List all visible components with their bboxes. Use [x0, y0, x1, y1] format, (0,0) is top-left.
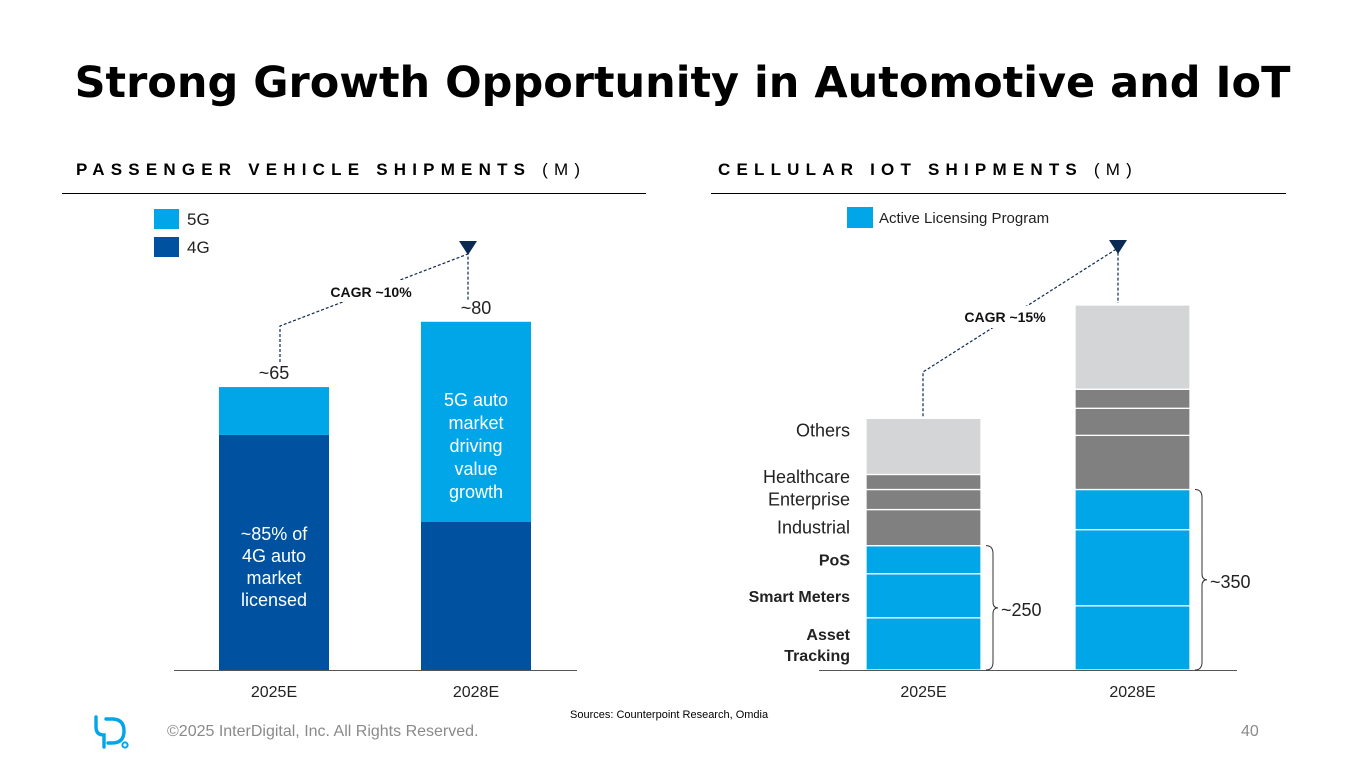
legend-swatch-licensing	[847, 207, 873, 228]
series-label-others: Others	[796, 420, 850, 440]
legend-label-4g: 4G	[187, 238, 210, 257]
iot-heading-rule	[711, 193, 1286, 194]
series-label-pos: PoS	[819, 553, 850, 570]
legend-swatch-4g	[154, 237, 179, 257]
cagr-label-bg	[318, 280, 424, 302]
x-tick-2025e: 2025E	[900, 684, 946, 701]
bar-note-2025e: ~85% of 4G auto market licensed	[241, 524, 309, 610]
footer-sources: Sources: Counterpoint Research, Omdia	[570, 709, 769, 721]
series-label-enterprise: Enterprise	[768, 490, 850, 510]
bar-smart-meters-2025e	[865, 573, 982, 619]
bar-healthcare-2028e	[1074, 388, 1191, 409]
bar-asset-tracking-2025e	[865, 617, 982, 671]
vehicle-heading-rule	[62, 193, 646, 194]
total-label-2028e: ~80	[461, 298, 492, 318]
footer-copyright: ©2025 InterDigital, Inc. All Rights Rese…	[167, 723, 479, 740]
bar-enterprise-2028e	[1074, 407, 1191, 437]
cagr-arrow-line-iot	[922, 246, 1119, 417]
bar-smart-meters-2028e	[1074, 528, 1191, 607]
legend-swatch-5g	[154, 209, 179, 229]
bar-healthcare-2025e	[865, 473, 982, 491]
vehicle-heading-unit: (M)	[542, 160, 587, 179]
bar-pos-2025e	[865, 545, 982, 575]
x-tick-2025e: 2025E	[251, 684, 297, 701]
bar-4g-2025e	[219, 434, 329, 670]
bar-4g-2028e	[421, 522, 531, 670]
vehicle-heading-text: PASSENGER VEHICLE SHIPMENTS	[76, 160, 532, 179]
interdigital-logo-icon	[94, 715, 129, 749]
bar-enterprise-2025e	[865, 488, 982, 511]
cagr-label-bg-iot	[951, 306, 1059, 328]
cagr-arrow-head-iot	[1109, 240, 1127, 254]
iot-chart-heading: CELLULAR IOT SHIPMENTS (M)	[718, 160, 1138, 180]
legend-label-5g: 5G	[187, 210, 210, 229]
x-tick-2028e: 2028E	[1109, 684, 1155, 701]
iot-heading-unit: (M)	[1093, 160, 1138, 179]
bar-5g-2028e	[421, 321, 531, 522]
page-number: 40	[1241, 723, 1259, 740]
licensed-total-2028e-bracket	[1194, 489, 1208, 671]
bar-pos-2028e	[1074, 488, 1191, 531]
iot-heading-text: CELLULAR IOT SHIPMENTS	[718, 160, 1083, 179]
legend-label-licensing: Active Licensing Program	[879, 210, 1049, 227]
series-label-smart-meters: Smart Meters	[749, 589, 850, 606]
bar-others-2028e	[1074, 304, 1191, 390]
x-tick-2028e: 2028E	[453, 684, 499, 701]
bar-note-2028e: 5G auto market driving value growth	[444, 390, 508, 502]
series-label-asset-tracking: Asset Tracking	[784, 627, 850, 665]
cagr-label-iot: CAGR ~15%	[964, 309, 1046, 325]
total-label-2025e: ~65	[259, 363, 290, 383]
bar-others-2025e	[865, 417, 982, 476]
licensed-total-2028e-label: ~350	[1210, 572, 1251, 592]
cagr-arrow-head	[459, 241, 477, 255]
bar-5g-2025e	[219, 387, 329, 435]
vehicle-chart-heading: PASSENGER VEHICLE SHIPMENTS (M)	[76, 160, 586, 180]
series-label-healthcare: Healthcare	[763, 467, 850, 487]
bar-asset-tracking-2028e	[1074, 605, 1191, 671]
vehicle-shipments-chart: ~65 2025E ~80 2028E ~85% of 4G auto market lice…	[154, 209, 577, 701]
bar-industrial-2028e	[1074, 434, 1191, 491]
licensed-total-2025e-label: ~250	[1001, 600, 1042, 620]
slide-title: Strong Growth Opportunity in Automotive …	[74, 58, 1291, 108]
licensed-total-2025e-bracket	[985, 545, 999, 671]
cagr-label: CAGR ~10%	[330, 284, 412, 300]
bar-industrial-2025e	[865, 508, 982, 547]
series-label-industrial: Industrial	[777, 518, 850, 538]
